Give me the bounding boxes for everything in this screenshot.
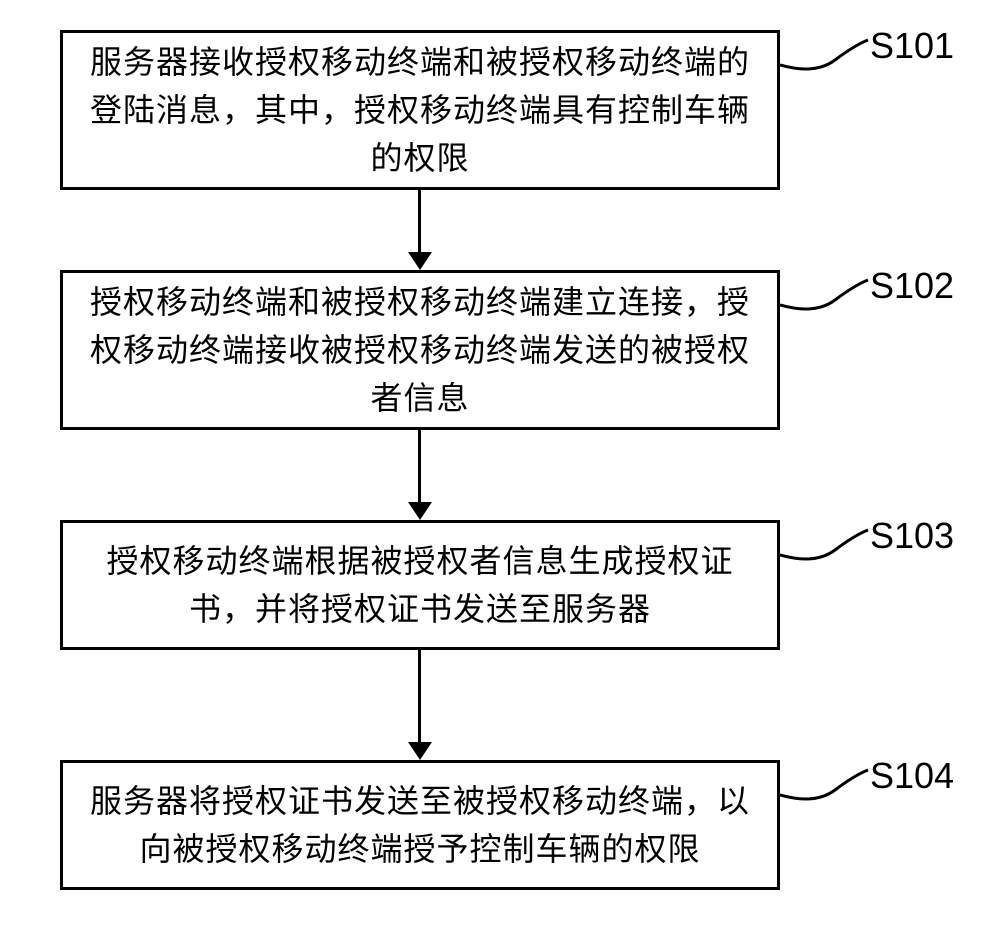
connector-curve [780,35,870,85]
arrow-head-icon [408,252,432,270]
connector-curve [780,765,870,815]
flowchart-arrow [418,430,421,506]
flowchart-node-s102: 授权移动终端和被授权移动终端建立连接，授权移动终端接收被授权移动终端发送的被授权… [60,270,780,430]
flowchart-arrow [418,190,421,256]
connector-curve [780,525,870,575]
node-text: 服务器将授权证书发送至被授权移动终端，以向被授权移动终端授予控制车辆的权限 [83,777,757,873]
connector-curve [780,275,870,325]
flowchart-arrow [418,650,421,746]
arrow-head-icon [408,742,432,760]
step-label-s103: S103 [870,515,954,557]
node-text: 服务器接收授权移动终端和被授权移动终端的登陆消息，其中，授权移动终端具有控制车辆… [83,38,757,182]
step-label-s104: S104 [870,755,954,797]
node-text: 授权移动终端和被授权移动终端建立连接，授权移动终端接收被授权移动终端发送的被授权… [83,278,757,422]
flowchart-node-s104: 服务器将授权证书发送至被授权移动终端，以向被授权移动终端授予控制车辆的权限 [60,760,780,890]
arrow-head-icon [408,502,432,520]
step-label-s101: S101 [870,25,954,67]
node-text: 授权移动终端根据被授权者信息生成授权证书，并将授权证书发送至服务器 [83,537,757,633]
flowchart-node-s103: 授权移动终端根据被授权者信息生成授权证书，并将授权证书发送至服务器 [60,520,780,650]
flowchart-node-s101: 服务器接收授权移动终端和被授权移动终端的登陆消息，其中，授权移动终端具有控制车辆… [60,30,780,190]
step-label-s102: S102 [870,265,954,307]
